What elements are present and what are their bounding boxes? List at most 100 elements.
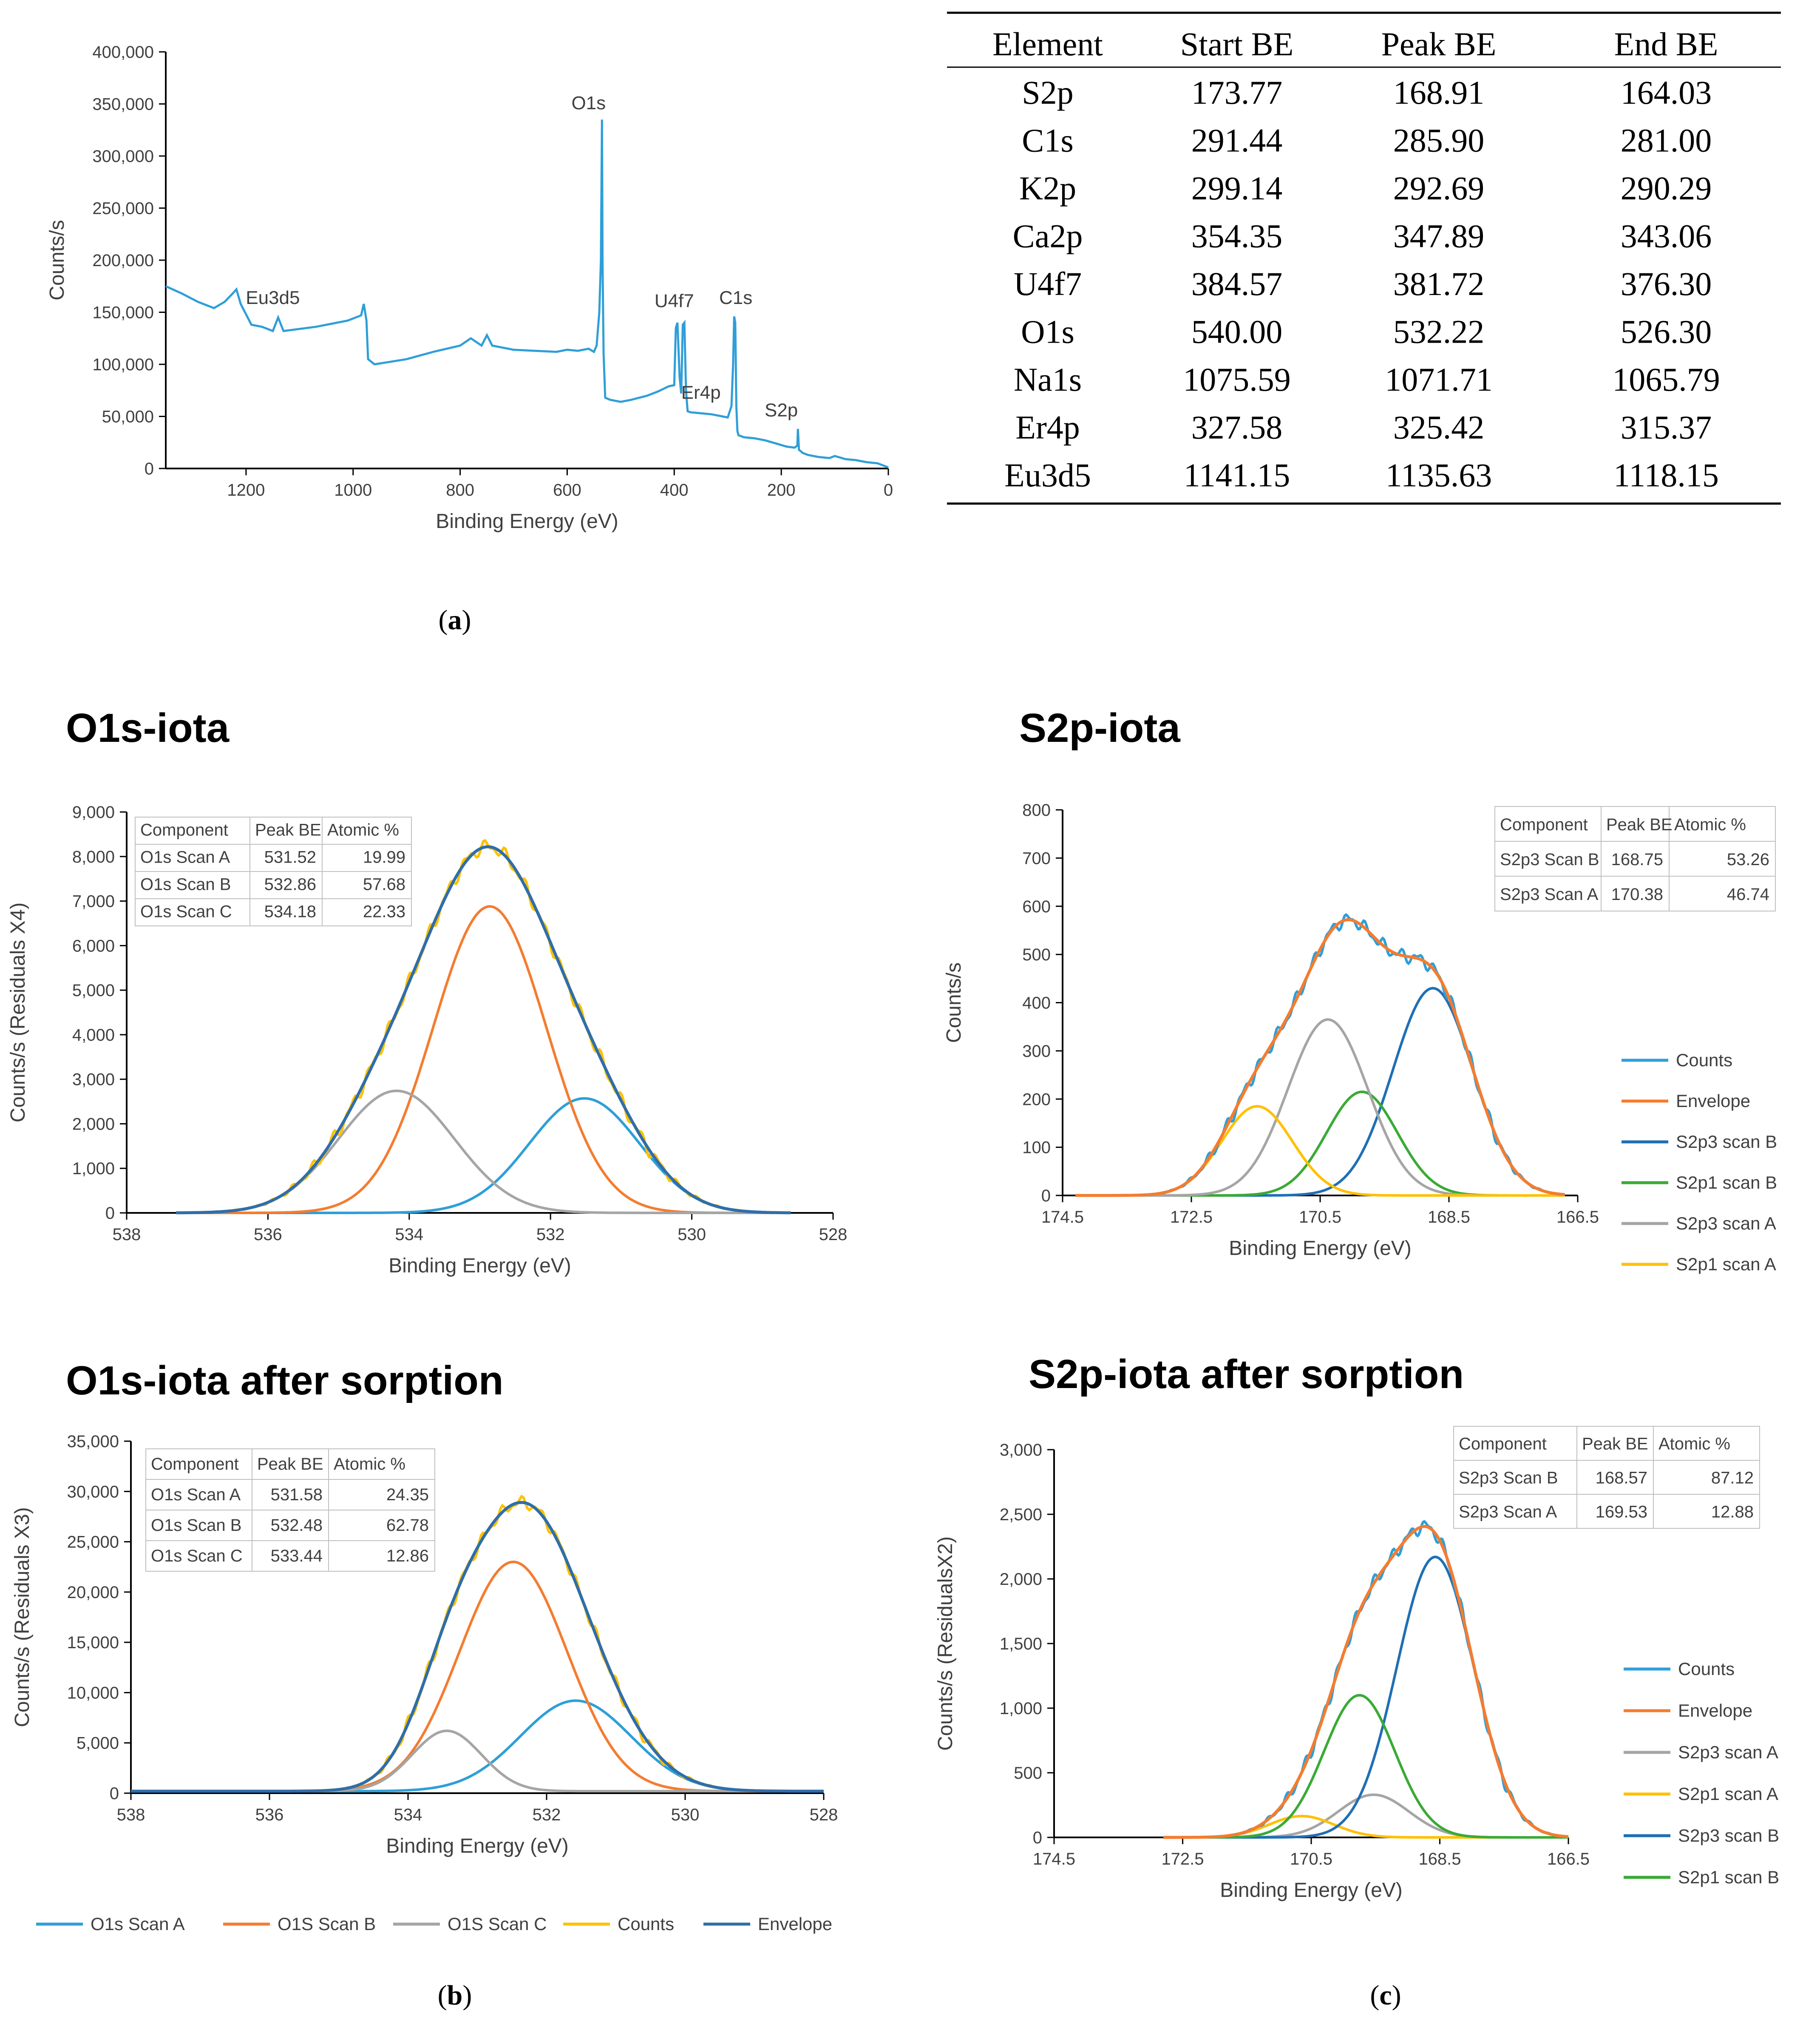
table-cell: Ca2p [1013,218,1083,255]
chart-s2p-after: 0 500 1,000 1,500 2,000 2,500 3,000 174.5 172.5 1… [934,1426,1779,1902]
x-axis-label: Binding Energy (eV) [386,1835,569,1857]
legend-label: S2p1 scan B [1678,1867,1779,1887]
table-cell: 376.30 [1621,265,1712,302]
component-s2p3-scan-b [1075,987,1565,1197]
y-tick-label: 35,000 [67,1432,119,1451]
legend-label: O1s Scan A [91,1914,185,1934]
x-tick-label: 174.5 [1041,1208,1084,1226]
legend-label: Counts [1678,1659,1735,1679]
inset-cell: O1s Scan C [151,1547,243,1565]
subfig-label-a: (a) [439,605,471,636]
table-cell: S2p [1022,74,1073,111]
y-tick-label: 5,000 [72,981,115,1000]
envelope-line [176,845,791,1215]
table-cell: 315.37 [1621,409,1712,446]
y-tick-label: 0 [105,1204,115,1223]
y-tick-label: 4,000 [72,1026,115,1045]
x-tick-label: 538 [113,1225,141,1244]
peak-label-c1s: C1s [719,287,752,308]
inset-header-cell: Atomic % [1658,1434,1730,1453]
inset-cell: 534.18 [264,903,316,921]
envelope-line [1163,1525,1569,1839]
x-tick-label: 532 [536,1225,565,1244]
table-cell: 347.89 [1393,218,1485,255]
table-cell: O1s [1021,313,1074,350]
table-cell: 299.14 [1191,170,1283,207]
legend-label: Counts [1676,1050,1732,1070]
y-axis-label: Counts/s (Residuals X3) [11,1507,34,1727]
legend-label: S2p3 scan A [1678,1742,1778,1762]
legend-label: Envelope [1678,1701,1752,1720]
title-o1s-after: O1s-iota after sorption [66,1358,503,1403]
x-tick-label: 174.5 [1033,1850,1075,1868]
y-tick-label: 2,000 [1000,1570,1042,1589]
y-tick-label: 200 [1022,1090,1051,1109]
inset-cell: O1s Scan A [151,1485,241,1504]
component-o1s-scan-b [131,1560,824,1793]
y-tick-label: 2,000 [72,1115,115,1133]
inset-header-cell: Peak BE [1582,1434,1648,1453]
x-tick-label: 534 [394,1806,422,1824]
inset-cell: 170.38 [1611,885,1663,904]
legend-label: S2p3 scan B [1676,1132,1777,1152]
table-cell: 540.00 [1191,313,1283,350]
subfig-label-b: (b) [438,1980,472,2011]
x-tick-label: 168.5 [1428,1208,1470,1226]
y-tick-label: 350,000 [92,95,154,114]
inset-cell: O1s Scan B [151,1516,241,1535]
y-tick-label: 0 [110,1784,119,1803]
x-tick-label: 528 [810,1806,838,1824]
x-axis-label: Binding Energy (eV) [388,1255,571,1277]
x-tick-label: 400 [660,481,689,500]
x-tick-label: 172.5 [1161,1850,1204,1868]
x-tick-label: 170.5 [1299,1208,1341,1226]
x-tick-label: 536 [255,1806,284,1824]
table-cell: 1065.79 [1612,361,1720,398]
title-s2p: S2p-iota [1019,705,1180,751]
y-tick-label: 50,000 [102,408,154,426]
table-cell: 285.90 [1393,122,1485,159]
y-tick-label: 0 [1041,1187,1051,1205]
table-header-cell: Element [992,26,1103,62]
y-tick-label: 800 [1022,801,1051,820]
table-cell: 327.58 [1191,409,1283,446]
legend-label: Envelope [758,1914,832,1934]
inset-header-cell: Atomic % [334,1455,405,1473]
subfig-label-c: (c) [1370,1980,1401,2011]
counts-line [1075,913,1565,1197]
y-axis-label: Counts/s (ResidualsX2) [934,1536,957,1751]
y-tick-label: 6,000 [72,937,115,955]
component-s2p3-scan-a [1163,1793,1568,1839]
chart-o1s-after: 0 5,000 10,000 15,000 20,000 25,000 30,000 35,0… [11,1432,838,1934]
inset-cell: 533.44 [271,1547,323,1565]
legend-label: O1S Scan B [278,1914,376,1934]
y-axis-label: Counts/s (Residuals X4) [7,903,29,1123]
x-tick-label: 536 [254,1225,282,1244]
component-o1s-scan-c [131,1729,824,1793]
table-cell: 343.06 [1621,218,1712,255]
peak-label-o1s: O1s [571,93,606,114]
y-tick-label: 5,000 [77,1734,119,1753]
y-axis-label: Counts/s [943,962,965,1043]
y-tick-label: 10,000 [67,1683,119,1702]
x-tick-label: 530 [671,1806,700,1824]
table-cell: 354.35 [1191,218,1283,255]
inset-cell: S2p3 Scan B [1500,850,1599,869]
inset-cell: S2p3 Scan A [1459,1502,1557,1521]
inset-cell: 168.57 [1596,1468,1647,1487]
inset-header-cell: Atomic % [1674,815,1746,834]
table-cell: 168.91 [1393,74,1485,111]
component-o1s-scan-a [131,1699,824,1793]
y-tick-label: 100,000 [92,355,154,374]
y-tick-label: 200,000 [92,251,154,270]
component-s2p1-scan-a [1163,1814,1568,1839]
table-cell: Na1s [1014,361,1082,398]
table-cell: Eu3d5 [1004,457,1091,494]
x-tick-label: 166.5 [1556,1208,1599,1226]
chart-s2p: 0 100 200 300 400 500 600 700 800 174.5 172.5 170.5… [943,801,1777,1274]
y-tick-label: 100 [1022,1138,1051,1157]
element-table: Element Start BE Peak BE End BE S2p 173.77 168… [947,11,1781,505]
peak-label-u4f7: U4f7 [655,290,694,311]
y-tick-label: 1,500 [1000,1635,1042,1653]
